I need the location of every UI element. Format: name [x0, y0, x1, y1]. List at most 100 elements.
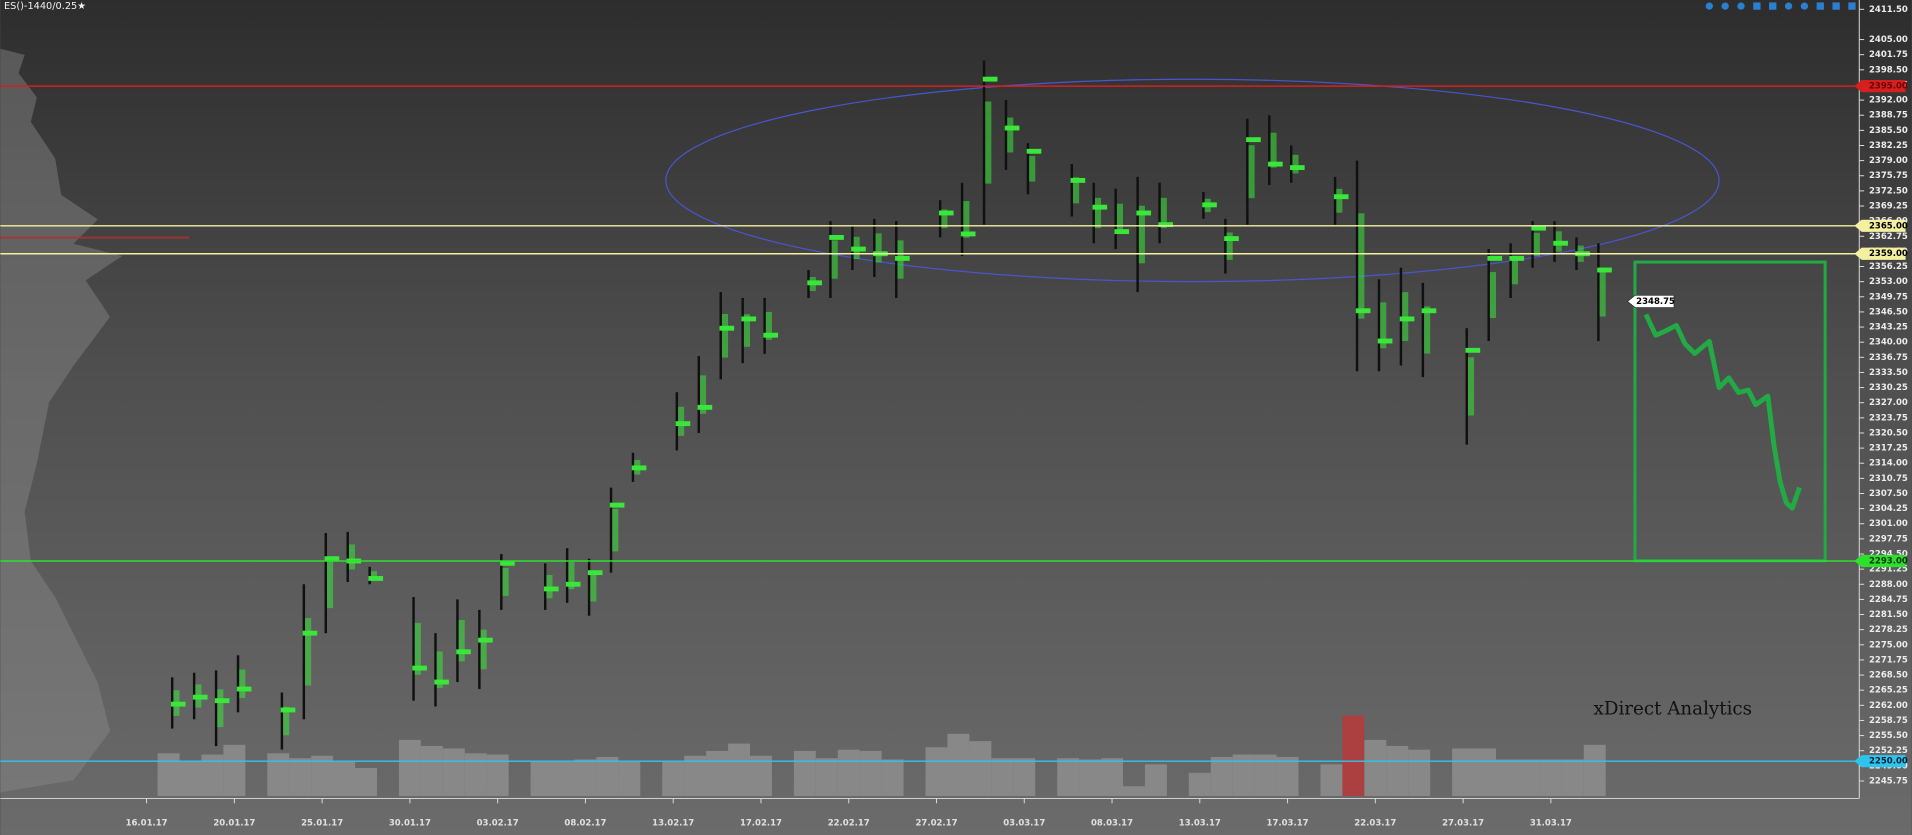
volume-bar	[596, 756, 619, 796]
profile-body	[941, 209, 948, 229]
volume-bar	[749, 755, 772, 796]
profile-range	[1114, 188, 1117, 250]
y-tick-label: 2281.50	[1869, 610, 1908, 620]
profile-poc	[1333, 194, 1349, 200]
volume-bar	[1123, 786, 1145, 796]
profile-range	[500, 554, 503, 610]
profile-poc	[960, 231, 976, 237]
menu[interactable]	[1848, 2, 1856, 10]
x-tick-label: 08.02.17	[564, 818, 606, 828]
profile-poc	[170, 701, 186, 707]
price-level-tag	[1854, 247, 1906, 260]
refresh[interactable]	[1784, 2, 1793, 10]
profile-body	[1138, 205, 1145, 264]
profile-range	[1421, 282, 1425, 378]
layout[interactable]	[1753, 2, 1761, 10]
profile-body	[480, 629, 487, 670]
volume-bar	[618, 761, 641, 796]
profile-range	[1377, 279, 1381, 372]
profile-poc	[1531, 225, 1546, 231]
y-tick-label: 2398.50	[1869, 65, 1908, 75]
profile-body	[1336, 188, 1343, 213]
x-tick-label: 08.03.17	[1091, 818, 1133, 828]
volume-bar	[530, 761, 553, 796]
x-tick-label: 31.03.17	[1530, 818, 1572, 828]
price-level-tag	[1854, 219, 1906, 232]
y-tick-label: 2388.75	[1869, 111, 1908, 121]
volume-bar	[1452, 748, 1475, 796]
profile-range	[236, 655, 240, 713]
profile-range	[960, 182, 964, 257]
popout[interactable]	[1816, 2, 1824, 10]
close[interactable]	[1832, 2, 1840, 10]
draw[interactable]	[1769, 2, 1777, 10]
profile-poc	[697, 404, 713, 410]
price-level-tag	[1854, 80, 1906, 93]
profile-range	[280, 692, 284, 750]
x-tick-label: 25.01.17	[301, 818, 343, 828]
profile-body	[1248, 145, 1255, 199]
profile-poc	[609, 502, 625, 508]
y-tick-label: 2349.75	[1869, 292, 1908, 302]
profile-body	[1511, 256, 1518, 285]
profile-poc	[1355, 308, 1371, 314]
profile-range	[346, 531, 349, 582]
profile-body	[1380, 302, 1387, 349]
profile-body	[743, 314, 750, 347]
profile-range	[1224, 218, 1227, 274]
profile-range	[829, 221, 832, 298]
profile-poc	[763, 332, 779, 338]
profile-body	[305, 618, 312, 686]
y-tick-label: 2275.00	[1869, 640, 1908, 650]
y-tick-label: 2320.50	[1869, 428, 1908, 438]
volume-bar	[1144, 764, 1167, 796]
profile-body	[436, 651, 443, 689]
y-tick-label: 2307.50	[1869, 489, 1908, 499]
profile-body	[1270, 132, 1277, 168]
profile-range	[609, 487, 613, 573]
profile-body	[502, 567, 509, 596]
profile-range	[587, 558, 591, 616]
zoom-reset[interactable]	[1737, 2, 1745, 10]
y-tick-label: 2301.00	[1869, 519, 1908, 529]
volume-bar	[1320, 764, 1343, 796]
profile-poc	[368, 576, 384, 581]
settings[interactable]	[1800, 2, 1809, 10]
volume-bar	[1276, 756, 1299, 796]
profile-poc	[1004, 125, 1020, 131]
volume-bar	[706, 750, 729, 796]
y-tick-label: 2262.00	[1869, 701, 1908, 711]
zoom-in[interactable]	[1705, 2, 1713, 10]
profile-poc	[1202, 202, 1217, 208]
profile-poc	[851, 246, 866, 252]
profile-range	[763, 297, 766, 354]
profile-body	[985, 101, 992, 184]
volume-bar	[1057, 758, 1080, 796]
volume-bar	[179, 760, 202, 796]
volume-bar	[1342, 715, 1365, 796]
profile-body	[217, 689, 224, 728]
profile-poc	[1070, 177, 1086, 183]
profile-range	[1531, 221, 1534, 268]
zoom-out[interactable]	[1721, 2, 1729, 10]
profile-poc	[434, 679, 449, 685]
profile-body	[1160, 197, 1167, 229]
y-tick-label: 2379.00	[1869, 156, 1908, 166]
profile-body	[414, 622, 421, 675]
profile-poc	[829, 234, 844, 240]
y-tick-label: 2310.75	[1869, 474, 1908, 484]
profile-range	[302, 584, 306, 720]
profile-range	[719, 292, 722, 380]
x-tick-label: 20.01.17	[213, 818, 255, 828]
profile-poc	[587, 570, 603, 576]
volume-bar	[333, 761, 356, 796]
profile-poc	[1465, 347, 1481, 353]
volume-bar	[1539, 759, 1562, 796]
volume-bar	[464, 753, 487, 796]
profile-poc	[982, 76, 998, 82]
y-tick-label: 2317.25	[1869, 444, 1908, 454]
x-tick-label: 03.03.17	[1003, 818, 1045, 828]
watermark: xDirect Analytics	[1594, 698, 1753, 719]
